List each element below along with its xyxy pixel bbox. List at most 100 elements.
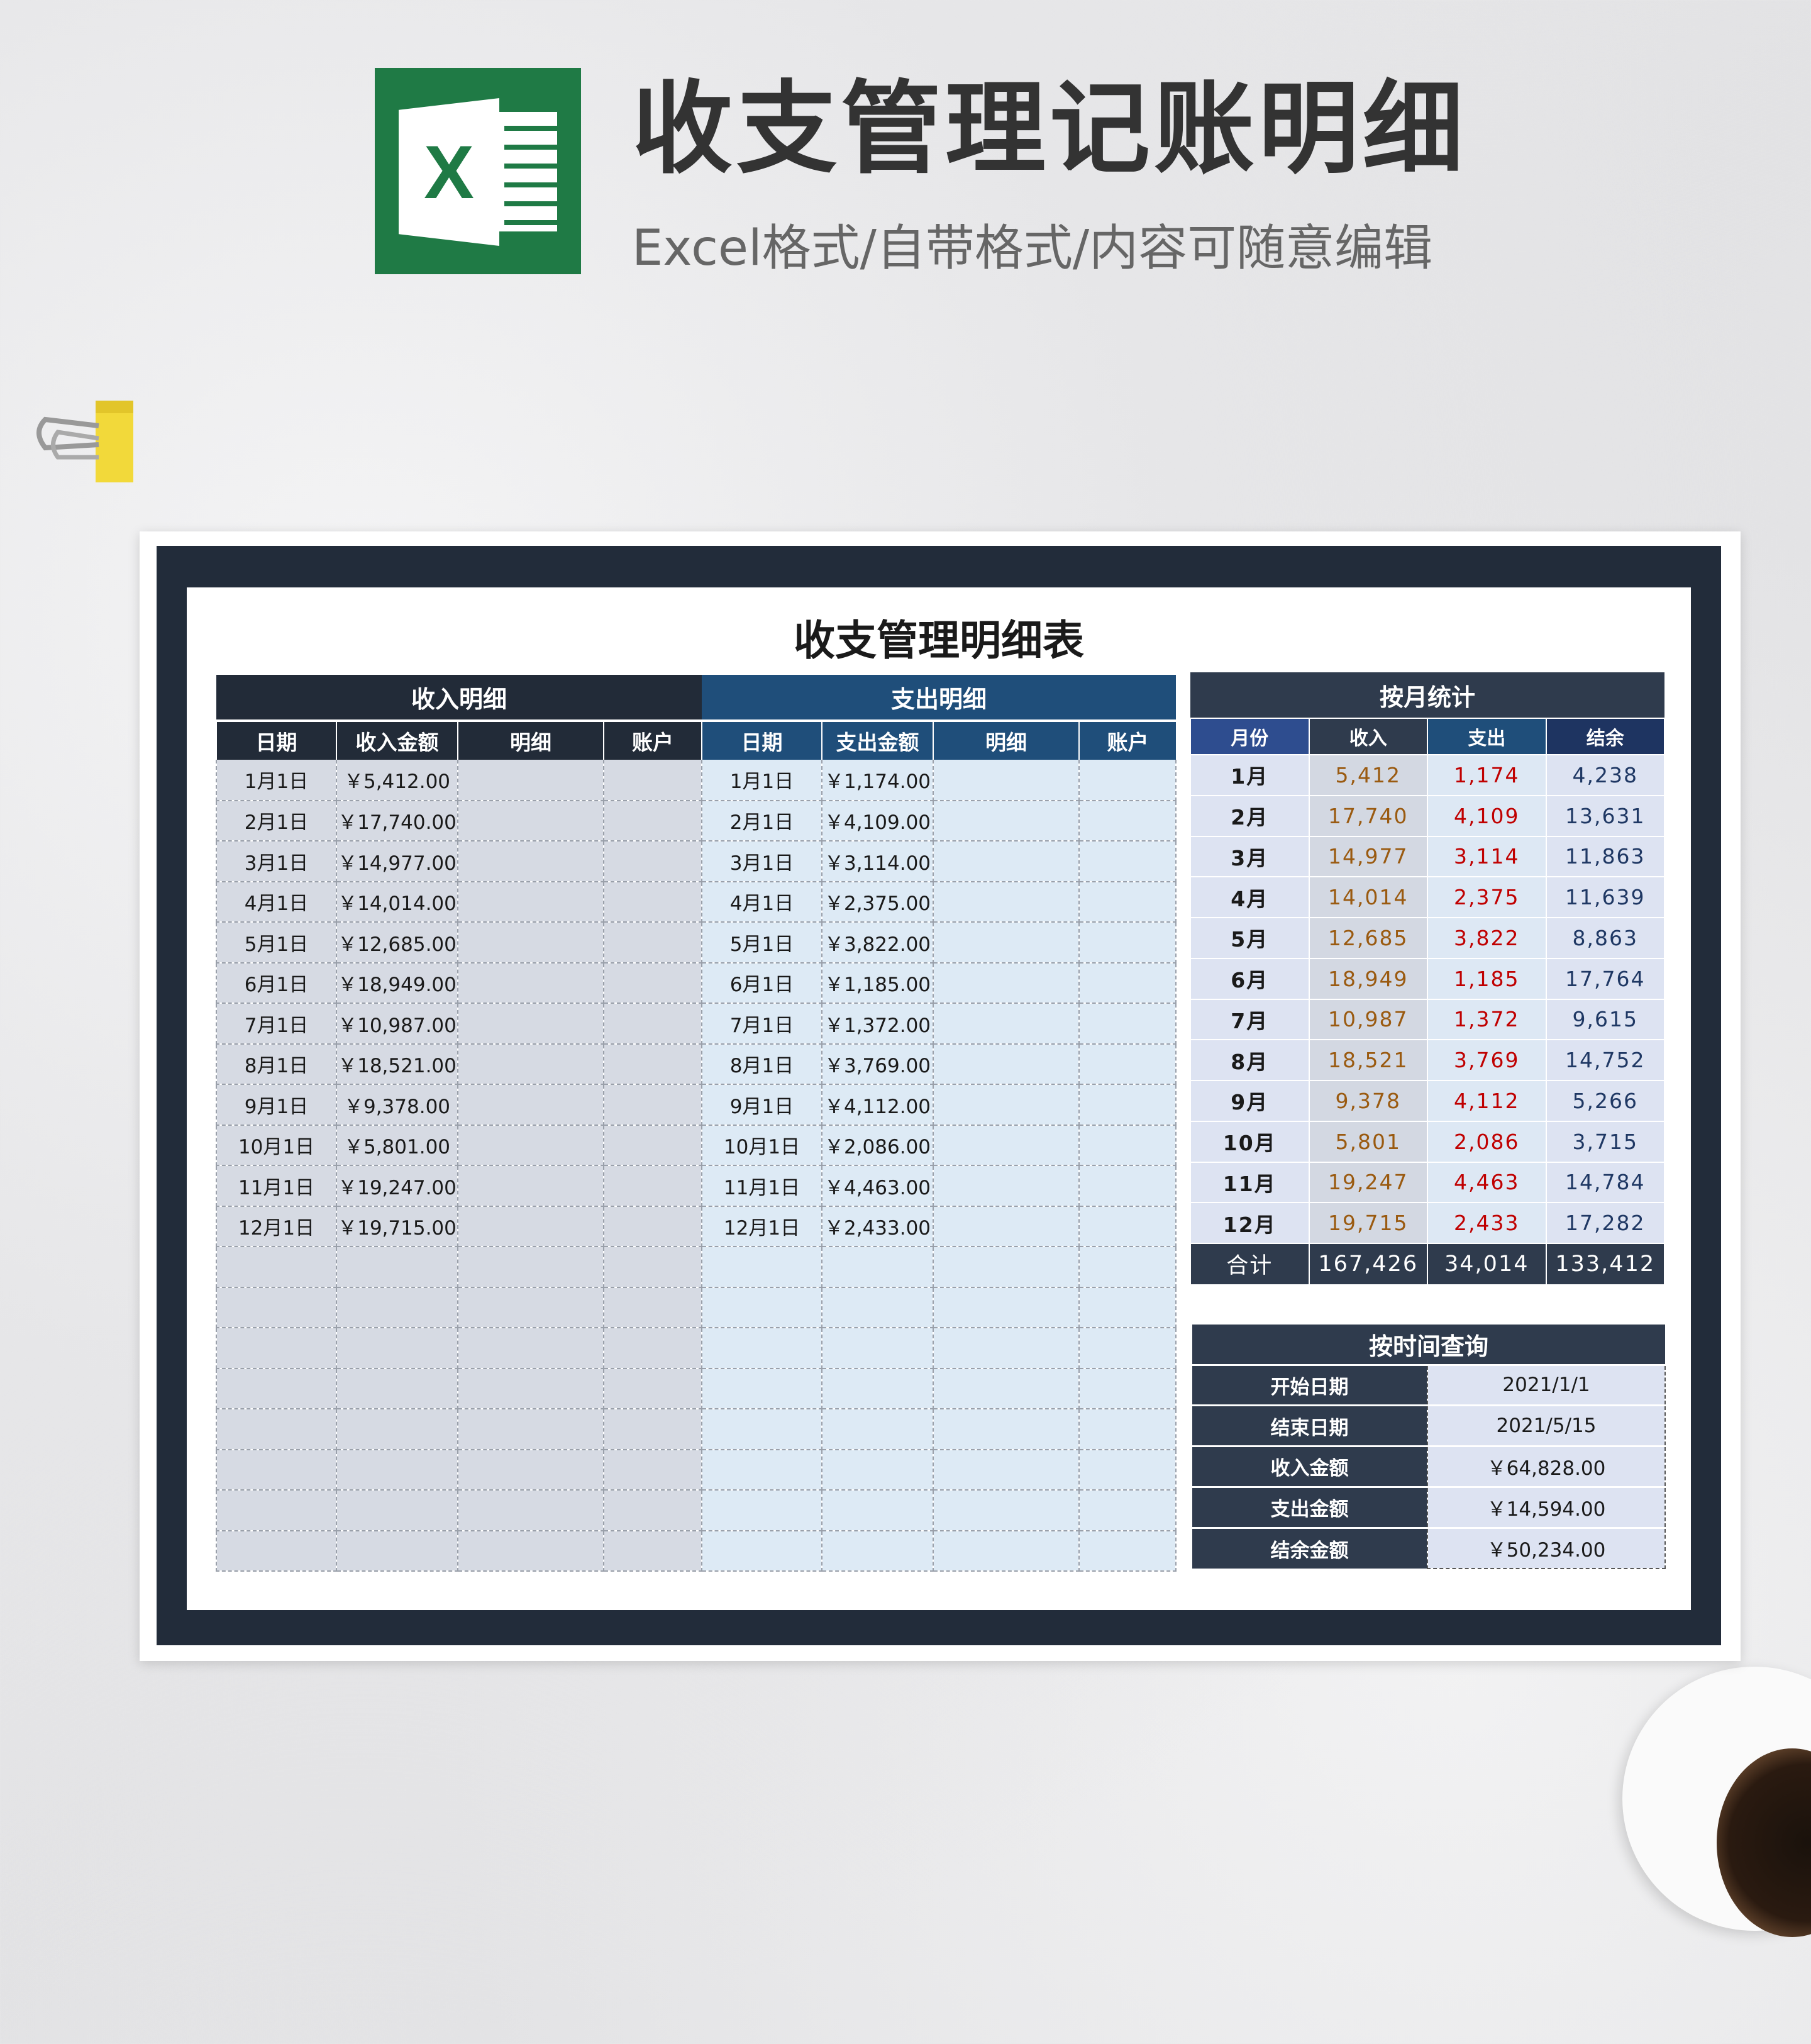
expense-account-cell[interactable] — [1078, 841, 1177, 882]
income-date-cell[interactable]: 11月1日 — [216, 1165, 337, 1207]
income-detail-cell[interactable] — [457, 1287, 604, 1328]
expense-account-cell[interactable] — [1078, 760, 1177, 801]
income-amount-cell[interactable] — [336, 1449, 458, 1491]
expense-date-cell[interactable]: 6月1日 — [701, 962, 823, 1004]
expense-account-cell[interactable] — [1078, 1368, 1177, 1409]
expense-amount-cell[interactable]: ￥2,086.00 — [821, 1125, 934, 1166]
expense-amount-cell[interactable]: ￥4,109.00 — [821, 800, 934, 841]
income-amount-cell[interactable]: ￥17,740.00 — [336, 800, 458, 841]
income-amount-cell[interactable]: ￥14,977.00 — [336, 841, 458, 882]
income-amount-cell[interactable]: ￥10,987.00 — [336, 1003, 458, 1045]
income-date-cell[interactable] — [216, 1449, 337, 1491]
income-amount-cell[interactable]: ￥19,715.00 — [336, 1206, 458, 1247]
income-date-cell[interactable]: 7月1日 — [216, 1003, 337, 1045]
expense-date-cell[interactable] — [701, 1530, 823, 1572]
expense-detail-cell[interactable] — [933, 1247, 1080, 1288]
expense-detail-cell[interactable] — [933, 1003, 1080, 1045]
income-date-cell[interactable]: 6月1日 — [216, 962, 337, 1004]
expense-account-cell[interactable] — [1078, 800, 1177, 841]
income-account-cell[interactable] — [602, 1449, 703, 1491]
income-account-cell[interactable] — [602, 1084, 703, 1126]
expense-detail-cell[interactable] — [933, 841, 1080, 882]
expense-date-cell[interactable] — [701, 1449, 823, 1491]
income-account-cell[interactable] — [602, 1530, 703, 1572]
income-detail-cell[interactable] — [457, 1409, 604, 1450]
income-detail-cell[interactable] — [457, 760, 604, 801]
expense-date-cell[interactable]: 9月1日 — [701, 1084, 823, 1126]
income-account-cell[interactable] — [602, 1287, 703, 1328]
expense-detail-cell[interactable] — [933, 1084, 1080, 1126]
expense-amount-cell[interactable]: ￥3,822.00 — [821, 922, 934, 964]
expense-date-cell[interactable]: 1月1日 — [701, 760, 823, 801]
expense-detail-cell[interactable] — [933, 1287, 1080, 1328]
expense-amount-cell[interactable] — [821, 1247, 934, 1288]
expense-amount-cell[interactable] — [821, 1490, 934, 1531]
expense-account-cell[interactable] — [1078, 1206, 1177, 1247]
income-detail-cell[interactable] — [457, 1328, 604, 1369]
expense-date-cell[interactable] — [701, 1368, 823, 1409]
income-account-cell[interactable] — [602, 962, 703, 1004]
income-account-cell[interactable] — [602, 1490, 703, 1531]
expense-detail-cell[interactable] — [933, 881, 1080, 923]
expense-account-cell[interactable] — [1078, 1328, 1177, 1369]
expense-date-cell[interactable]: 7月1日 — [701, 1003, 823, 1045]
income-detail-cell[interactable] — [457, 1449, 604, 1491]
income-date-cell[interactable]: 9月1日 — [216, 1084, 337, 1126]
income-date-cell[interactable]: 5月1日 — [216, 922, 337, 964]
expense-detail-cell[interactable] — [933, 1449, 1080, 1491]
income-account-cell[interactable] — [602, 922, 703, 964]
income-date-cell[interactable]: 1月1日 — [216, 760, 337, 801]
expense-detail-cell[interactable] — [933, 760, 1080, 801]
income-account-cell[interactable] — [602, 1043, 703, 1085]
expense-amount-cell[interactable] — [821, 1287, 934, 1328]
expense-date-cell[interactable]: 11月1日 — [701, 1165, 823, 1207]
income-amount-cell[interactable]: ￥5,412.00 — [336, 760, 458, 801]
income-detail-cell[interactable] — [457, 1084, 604, 1126]
income-account-cell[interactable] — [602, 800, 703, 841]
income-date-cell[interactable] — [216, 1328, 337, 1369]
income-date-cell[interactable] — [216, 1368, 337, 1409]
expense-account-cell[interactable] — [1078, 1490, 1177, 1531]
income-detail-cell[interactable] — [457, 922, 604, 964]
income-detail-cell[interactable] — [457, 1368, 604, 1409]
expense-amount-cell[interactable]: ￥1,174.00 — [821, 760, 934, 801]
expense-account-cell[interactable] — [1078, 1530, 1177, 1572]
income-amount-cell[interactable]: ￥9,378.00 — [336, 1084, 458, 1126]
income-amount-cell[interactable] — [336, 1287, 458, 1328]
income-detail-cell[interactable] — [457, 962, 604, 1004]
income-date-cell[interactable]: 4月1日 — [216, 881, 337, 923]
income-amount-cell[interactable] — [336, 1490, 458, 1531]
income-amount-cell[interactable]: ￥5,801.00 — [336, 1125, 458, 1166]
income-amount-cell[interactable]: ￥19,247.00 — [336, 1165, 458, 1207]
expense-date-cell[interactable]: 12月1日 — [701, 1206, 823, 1247]
expense-amount-cell[interactable]: ￥4,112.00 — [821, 1084, 934, 1126]
income-detail-cell[interactable] — [457, 1530, 604, 1572]
expense-date-cell[interactable]: 3月1日 — [701, 841, 823, 882]
income-date-cell[interactable] — [216, 1247, 337, 1288]
expense-account-cell[interactable] — [1078, 1043, 1177, 1085]
income-amount-cell[interactable]: ￥14,014.00 — [336, 881, 458, 923]
expense-account-cell[interactable] — [1078, 1084, 1177, 1126]
income-detail-cell[interactable] — [457, 1165, 604, 1207]
expense-account-cell[interactable] — [1078, 1409, 1177, 1450]
income-account-cell[interactable] — [602, 841, 703, 882]
income-detail-cell[interactable] — [457, 1206, 604, 1247]
expense-date-cell[interactable]: 5月1日 — [701, 922, 823, 964]
expense-amount-cell[interactable] — [821, 1530, 934, 1572]
expense-account-cell[interactable] — [1078, 962, 1177, 1004]
expense-amount-cell[interactable] — [821, 1368, 934, 1409]
income-account-cell[interactable] — [602, 1165, 703, 1207]
income-detail-cell[interactable] — [457, 1003, 604, 1045]
income-detail-cell[interactable] — [457, 1125, 604, 1166]
expense-account-cell[interactable] — [1078, 1247, 1177, 1288]
expense-amount-cell[interactable]: ￥3,114.00 — [821, 841, 934, 882]
query-value[interactable]: 2021/5/15 — [1426, 1404, 1666, 1447]
income-detail-cell[interactable] — [457, 841, 604, 882]
income-detail-cell[interactable] — [457, 881, 604, 923]
income-account-cell[interactable] — [602, 881, 703, 923]
expense-amount-cell[interactable] — [821, 1449, 934, 1491]
income-account-cell[interactable] — [602, 1206, 703, 1247]
income-date-cell[interactable] — [216, 1530, 337, 1572]
income-account-cell[interactable] — [602, 1247, 703, 1288]
income-account-cell[interactable] — [602, 1125, 703, 1166]
